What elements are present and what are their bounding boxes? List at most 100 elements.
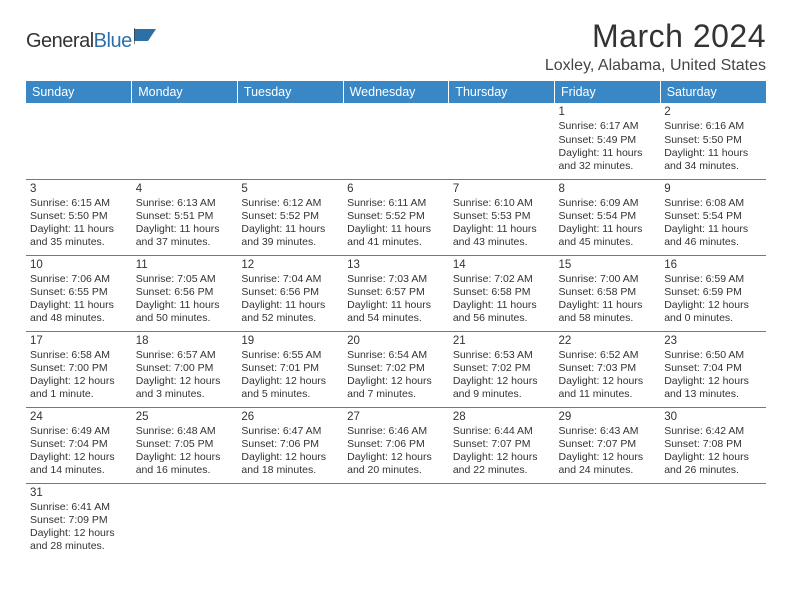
day-info-line: Sunrise: 6:46 AM: [347, 425, 445, 438]
day-cell: 6Sunrise: 6:11 AMSunset: 5:52 PMDaylight…: [343, 179, 449, 255]
day-info-line: Daylight: 12 hours: [30, 527, 128, 540]
day-cell: 24Sunrise: 6:49 AMSunset: 7:04 PMDayligh…: [26, 407, 132, 483]
weekday-header: Wednesday: [343, 81, 449, 103]
day-info-line: Daylight: 11 hours: [30, 299, 128, 312]
day-cell: 8Sunrise: 6:09 AMSunset: 5:54 PMDaylight…: [555, 179, 661, 255]
day-info-line: Daylight: 11 hours: [136, 299, 234, 312]
day-info-line: Daylight: 11 hours: [453, 223, 551, 236]
day-info-line: Sunrise: 7:04 AM: [241, 273, 339, 286]
day-number: 15: [559, 258, 657, 272]
day-info-line: Daylight: 12 hours: [453, 375, 551, 388]
day-info-line: Sunset: 7:01 PM: [241, 362, 339, 375]
day-number: 29: [559, 410, 657, 424]
day-cell: 16Sunrise: 6:59 AMSunset: 6:59 PMDayligh…: [660, 255, 766, 331]
day-cell: 1Sunrise: 6:17 AMSunset: 5:49 PMDaylight…: [555, 103, 661, 179]
day-number: 18: [136, 334, 234, 348]
day-cell: 5Sunrise: 6:12 AMSunset: 5:52 PMDaylight…: [237, 179, 343, 255]
day-number: 4: [136, 182, 234, 196]
day-info-line: Daylight: 12 hours: [347, 451, 445, 464]
day-info-line: Sunset: 7:02 PM: [453, 362, 551, 375]
day-number: 19: [241, 334, 339, 348]
day-info-line: and 37 minutes.: [136, 236, 234, 249]
month-title: March 2024: [545, 18, 766, 55]
day-info-line: and 5 minutes.: [241, 388, 339, 401]
day-info-line: Sunset: 7:05 PM: [136, 438, 234, 451]
day-cell: [132, 103, 238, 179]
day-info-line: Sunrise: 6:08 AM: [664, 197, 762, 210]
day-number: 23: [664, 334, 762, 348]
day-info-line: Sunset: 7:04 PM: [30, 438, 128, 451]
day-info-line: Sunset: 5:53 PM: [453, 210, 551, 223]
day-cell: 28Sunrise: 6:44 AMSunset: 7:07 PMDayligh…: [449, 407, 555, 483]
day-info-line: and 54 minutes.: [347, 312, 445, 325]
day-info-line: Sunrise: 6:10 AM: [453, 197, 551, 210]
day-cell: [26, 103, 132, 179]
day-info-line: Sunset: 5:52 PM: [347, 210, 445, 223]
day-cell: 12Sunrise: 7:04 AMSunset: 6:56 PMDayligh…: [237, 255, 343, 331]
day-number: 31: [30, 486, 128, 500]
day-info-line: and 11 minutes.: [559, 388, 657, 401]
day-number: 22: [559, 334, 657, 348]
day-info-line: Daylight: 12 hours: [136, 451, 234, 464]
day-info-line: and 46 minutes.: [664, 236, 762, 249]
day-info-line: Sunrise: 6:57 AM: [136, 349, 234, 362]
day-info-line: Daylight: 12 hours: [241, 451, 339, 464]
day-info-line: and 28 minutes.: [30, 540, 128, 553]
day-number: 20: [347, 334, 445, 348]
day-info-line: Sunrise: 7:05 AM: [136, 273, 234, 286]
day-info-line: Sunrise: 7:02 AM: [453, 273, 551, 286]
day-info-line: and 58 minutes.: [559, 312, 657, 325]
day-info-line: Daylight: 12 hours: [559, 375, 657, 388]
day-info-line: Sunrise: 6:43 AM: [559, 425, 657, 438]
day-info-line: Sunrise: 6:58 AM: [30, 349, 128, 362]
day-info-line: Daylight: 11 hours: [559, 299, 657, 312]
day-info-line: Daylight: 12 hours: [30, 451, 128, 464]
week-row: 1Sunrise: 6:17 AMSunset: 5:49 PMDaylight…: [26, 103, 766, 179]
day-number: 9: [664, 182, 762, 196]
day-info-line: and 34 minutes.: [664, 160, 762, 173]
day-number: 7: [453, 182, 551, 196]
day-info-line: and 1 minute.: [30, 388, 128, 401]
day-info-line: Sunrise: 6:53 AM: [453, 349, 551, 362]
day-info-line: and 45 minutes.: [559, 236, 657, 249]
day-cell: [555, 483, 661, 559]
day-cell: 29Sunrise: 6:43 AMSunset: 7:07 PMDayligh…: [555, 407, 661, 483]
day-number: 17: [30, 334, 128, 348]
week-row: 10Sunrise: 7:06 AMSunset: 6:55 PMDayligh…: [26, 255, 766, 331]
day-number: 13: [347, 258, 445, 272]
flag-icon: [134, 26, 160, 49]
weekday-header: Sunday: [26, 81, 132, 103]
day-info-line: Sunset: 5:52 PM: [241, 210, 339, 223]
day-info-line: and 13 minutes.: [664, 388, 762, 401]
day-cell: 2Sunrise: 6:16 AMSunset: 5:50 PMDaylight…: [660, 103, 766, 179]
day-info-line: and 50 minutes.: [136, 312, 234, 325]
day-info-line: Sunset: 7:06 PM: [347, 438, 445, 451]
day-cell: 25Sunrise: 6:48 AMSunset: 7:05 PMDayligh…: [132, 407, 238, 483]
day-info-line: Sunset: 7:06 PM: [241, 438, 339, 451]
day-number: 26: [241, 410, 339, 424]
day-info-line: Sunset: 7:00 PM: [30, 362, 128, 375]
day-info-line: Sunset: 6:59 PM: [664, 286, 762, 299]
day-info-line: Sunset: 5:49 PM: [559, 134, 657, 147]
day-info-line: Daylight: 12 hours: [30, 375, 128, 388]
day-number: 25: [136, 410, 234, 424]
day-info-line: Sunset: 5:54 PM: [559, 210, 657, 223]
day-info-line: and 39 minutes.: [241, 236, 339, 249]
day-cell: 17Sunrise: 6:58 AMSunset: 7:00 PMDayligh…: [26, 331, 132, 407]
day-info-line: Daylight: 12 hours: [664, 375, 762, 388]
day-info-line: and 32 minutes.: [559, 160, 657, 173]
day-info-line: Daylight: 12 hours: [664, 299, 762, 312]
day-info-line: Daylight: 12 hours: [347, 375, 445, 388]
day-info-line: and 35 minutes.: [30, 236, 128, 249]
day-number: 11: [136, 258, 234, 272]
day-info-line: and 52 minutes.: [241, 312, 339, 325]
day-cell: 4Sunrise: 6:13 AMSunset: 5:51 PMDaylight…: [132, 179, 238, 255]
day-info-line: Daylight: 11 hours: [559, 223, 657, 236]
day-cell: 20Sunrise: 6:54 AMSunset: 7:02 PMDayligh…: [343, 331, 449, 407]
day-info-line: Sunset: 7:08 PM: [664, 438, 762, 451]
week-row: 31Sunrise: 6:41 AMSunset: 7:09 PMDayligh…: [26, 483, 766, 559]
day-cell: 30Sunrise: 6:42 AMSunset: 7:08 PMDayligh…: [660, 407, 766, 483]
day-number: 21: [453, 334, 551, 348]
day-info-line: and 0 minutes.: [664, 312, 762, 325]
day-cell: 10Sunrise: 7:06 AMSunset: 6:55 PMDayligh…: [26, 255, 132, 331]
